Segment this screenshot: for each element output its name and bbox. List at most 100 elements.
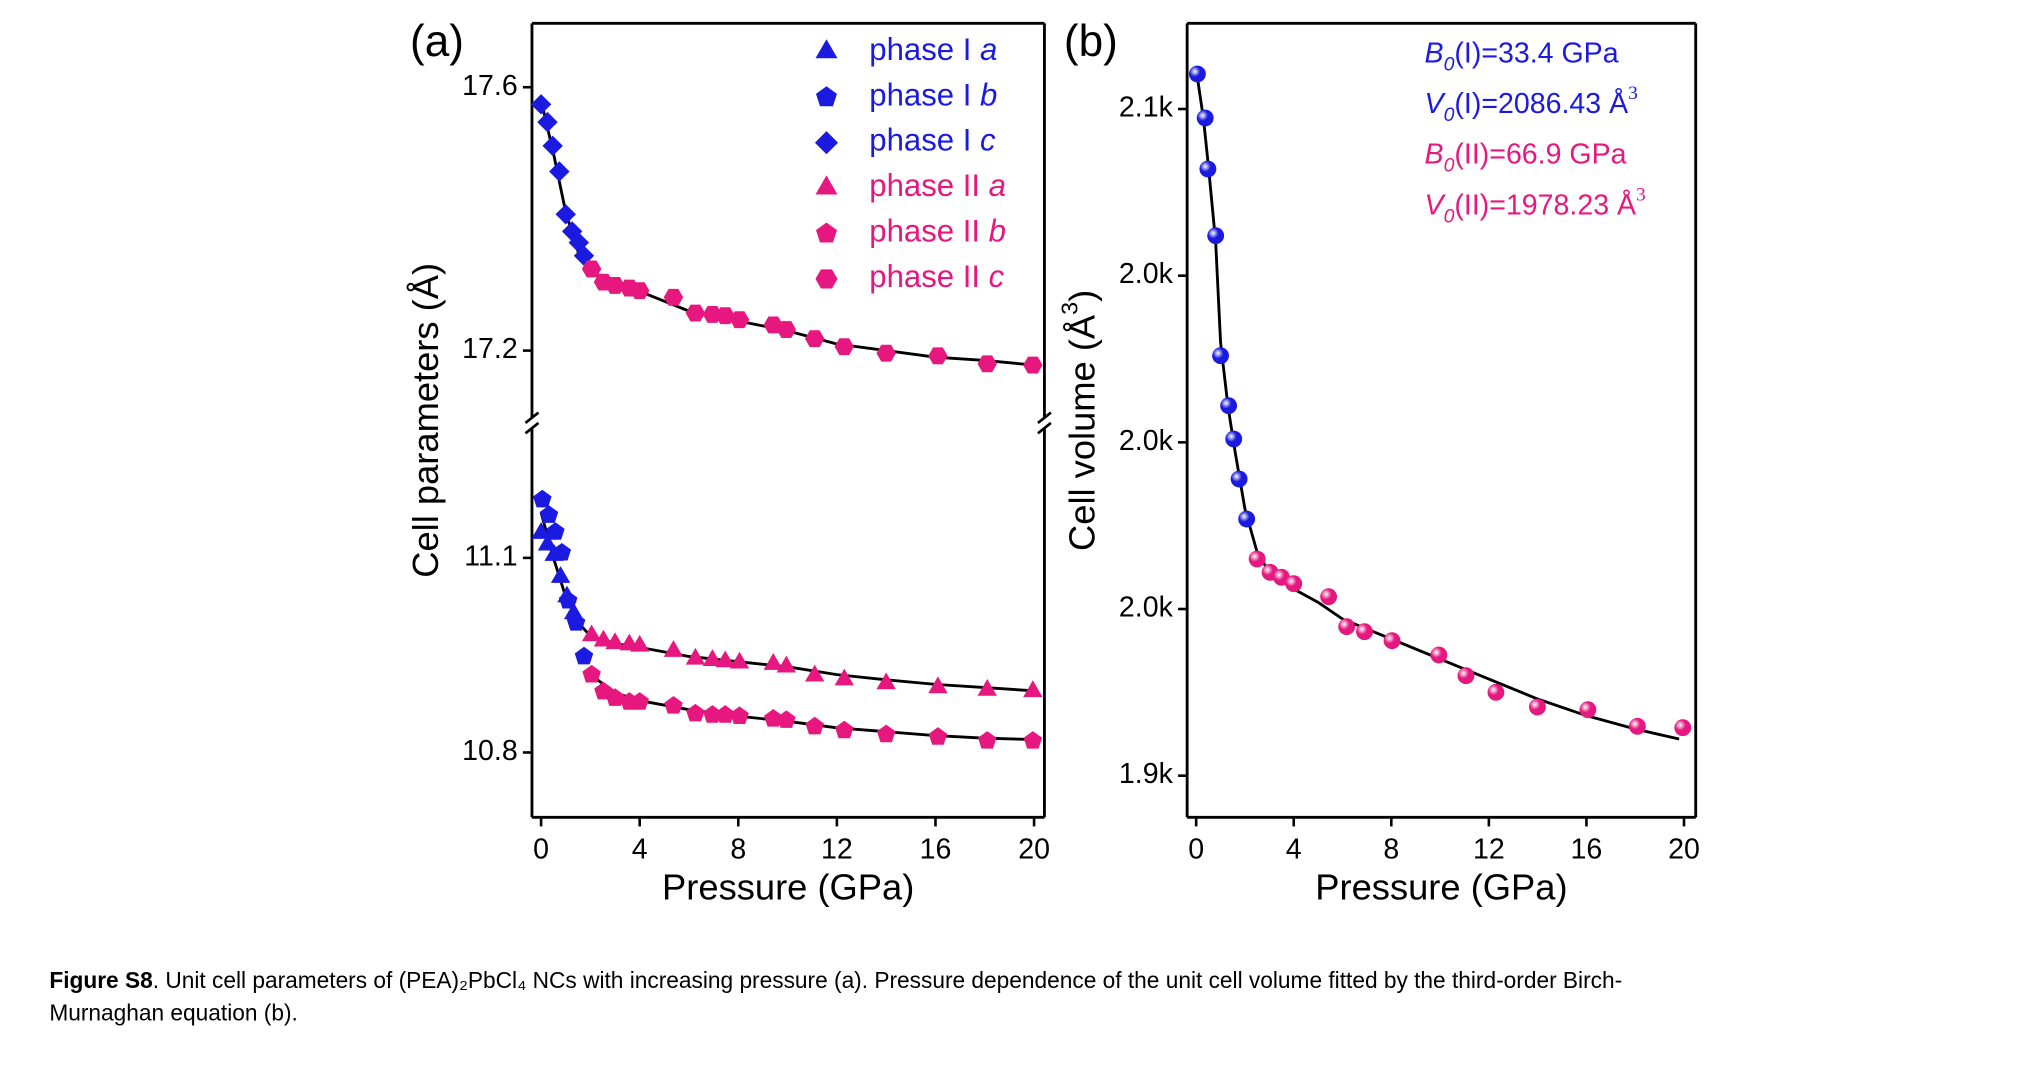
data-point [1628,717,1646,735]
data-point [834,668,854,686]
data-point [1188,65,1206,83]
data-point [835,720,854,739]
legend-marker [815,175,838,195]
y-axis-label-part: Cell volume (Å [1061,314,1102,551]
data-point [537,111,558,133]
data-point [574,646,594,665]
legend-marker [815,222,837,243]
data-point [582,664,601,683]
y-tick-label: 17.2 [462,333,518,365]
data-point [928,727,948,745]
annotation-symbol: B [1425,37,1444,69]
caption-line: Murnaghan equation (b). [49,1000,297,1026]
x-tick-label: 20 [1668,834,1700,866]
annotation-text: (I)=2086.43 Å [1454,88,1628,120]
data-point [605,276,625,294]
data-point [685,304,706,322]
y-tick-label: 2.1k [1119,92,1174,124]
data-point [1487,683,1505,701]
data-point [928,347,948,365]
annotation-subscript: 0 [1444,104,1455,126]
data-point [715,650,735,668]
data-point [1225,430,1243,448]
legend-label: phase II c [869,259,1004,294]
data-point [776,655,797,673]
data-point [1674,719,1692,737]
legend-marker [815,86,837,107]
data-point [1230,470,1248,488]
caption-label: Figure S8 [49,967,152,993]
axis-break [1037,421,1052,435]
data-point [729,311,750,329]
data-point [703,705,722,723]
x-tick-label: 16 [1571,834,1603,866]
y-tick-label: 17.6 [462,70,518,102]
data-point [977,731,997,749]
data-point [1238,510,1256,528]
data-point [539,505,559,523]
y-tick-label: 2.0k [1119,258,1174,290]
data-point [1383,632,1401,650]
data-point [605,632,625,650]
y-tick-label: 1.9k [1119,758,1174,790]
y-axis-label: Cell volume (Å3) [1057,290,1102,551]
data-point [876,672,896,690]
legend-label: phase II a [869,168,1006,203]
data-point [550,566,571,583]
data-point [805,664,825,682]
data-point [928,676,948,694]
data-point [1285,575,1303,593]
data-point [685,647,706,665]
annotation: B0(II)=66.9 GPa [1425,138,1627,177]
caption-text: . Unit cell parameters of (PEA)₂PbCl₄ NC… [153,967,1622,993]
data-point [663,288,684,306]
data-point [1579,701,1597,719]
data-point [629,282,650,300]
data-point [729,651,750,669]
data-point [777,710,796,728]
x-tick-label: 8 [730,834,746,866]
data-point [566,613,586,631]
data-point [834,338,855,356]
data-point [549,161,570,182]
legend-label: phase I c [869,123,996,158]
data-point [593,629,614,647]
data-point [630,634,650,652]
annotation-symbol: B [1425,138,1444,170]
data-point [537,533,558,551]
legend-label: phase II b [869,214,1006,249]
annotation-subscript: 0 [1444,155,1455,177]
data-point [555,204,576,225]
data-point [763,653,783,670]
annotation-superscript: 3 [1628,83,1638,104]
panel-label: (b) [1064,17,1118,66]
legend-marker [814,131,839,155]
data-point [1220,397,1238,415]
x-tick-label: 4 [1286,834,1302,866]
data-point [1430,646,1448,664]
y-tick-label: 10.8 [462,735,518,767]
annotation-symbol: V [1425,189,1447,221]
data-point [686,703,705,722]
data-point [1199,160,1217,178]
data-point [1023,731,1043,749]
x-axis-label: Pressure (GPa) [1315,867,1567,908]
data-point [1356,623,1373,641]
x-tick-label: 12 [821,834,853,866]
annotation-subscript: 0 [1444,205,1455,227]
data-point [776,321,797,338]
legend-marker [815,269,838,289]
x-tick-label: 12 [1473,834,1505,866]
y-axis-label-part: 3 [1057,302,1083,315]
annotation-subscript: 0 [1444,54,1455,76]
data-point [664,696,683,714]
annotation-text: (II)=66.9 GPa [1454,138,1626,170]
axis-break [524,411,540,424]
data-point [804,330,825,348]
annotation: B0(I)=33.4 GPa [1425,37,1619,76]
data-point [977,679,997,696]
x-tick-label: 16 [920,834,952,866]
legend-label: phase I a [869,32,997,67]
annotation-symbol: V [1425,88,1447,120]
